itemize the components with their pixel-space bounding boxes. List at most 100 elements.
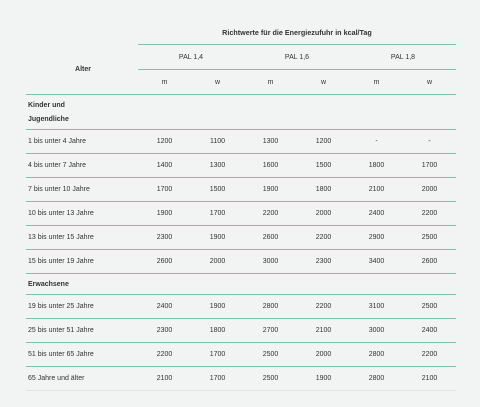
age-cell: 65 Jahre und älter bbox=[26, 366, 138, 391]
value-cell: 1900 bbox=[191, 294, 244, 319]
value-cell: 1800 bbox=[297, 177, 350, 202]
value-cell: 2900 bbox=[350, 225, 403, 250]
table-title: Richtwerte für die Energiezufuhr in kcal… bbox=[138, 20, 456, 45]
age-cell: 7 bis unter 10 Jahre bbox=[26, 177, 138, 202]
value-cell: 1700 bbox=[191, 201, 244, 226]
table-row: 19 bis unter 25 Jahre 2400 1900 2800 2200 310… bbox=[26, 294, 456, 319]
section-label-line: Jugendliche bbox=[28, 116, 69, 123]
value-cell: 1700 bbox=[403, 153, 456, 178]
age-header: Alter bbox=[26, 44, 138, 95]
section-row: Erwachsene bbox=[26, 273, 456, 295]
value-cell: 2500 bbox=[244, 342, 297, 367]
value-cell: 1500 bbox=[191, 177, 244, 202]
value-cell: 2000 bbox=[403, 177, 456, 202]
value-cell: 2200 bbox=[297, 294, 350, 319]
sex-header: m bbox=[244, 69, 297, 95]
age-cell: 1 bis unter 4 Jahre bbox=[26, 129, 138, 154]
value-cell: 1700 bbox=[138, 177, 191, 202]
value-cell: 2100 bbox=[350, 177, 403, 202]
section-label: Kinder und Jugendliche bbox=[26, 94, 138, 130]
value-cell: 1500 bbox=[297, 153, 350, 178]
value-cell: 1900 bbox=[191, 225, 244, 250]
value-cell: 2800 bbox=[350, 366, 403, 391]
value-cell: 1900 bbox=[297, 366, 350, 391]
section-row: Kinder und Jugendliche bbox=[26, 94, 456, 130]
value-cell: 2100 bbox=[297, 318, 350, 343]
value-cell: 2300 bbox=[297, 249, 350, 274]
pal-header-1: PAL 1,4 bbox=[138, 44, 244, 70]
value-cell: 2200 bbox=[403, 201, 456, 226]
value-cell: 3000 bbox=[350, 318, 403, 343]
value-cell: 2700 bbox=[244, 318, 297, 343]
energy-table: Richtwerte für die Energiezufuhr in kcal… bbox=[26, 20, 456, 391]
value-cell: 1100 bbox=[191, 129, 244, 154]
value-cell: 1400 bbox=[138, 153, 191, 178]
value-cell: 2200 bbox=[297, 225, 350, 250]
value-cell: 1800 bbox=[350, 153, 403, 178]
value-cell: 1900 bbox=[138, 201, 191, 226]
table-row: 13 bis unter 15 Jahre 2300 1900 2600 2200 290… bbox=[26, 225, 456, 250]
table-body: Kinder und Jugendliche 1 bis unter 4 Jahre… bbox=[26, 94, 456, 391]
table-row: 65 Jahre und älter 2100 1700 2500 1900 2800 21… bbox=[26, 366, 456, 391]
value-cell: 2600 bbox=[138, 249, 191, 274]
value-cell: 1200 bbox=[138, 129, 191, 154]
table-row: 25 bis unter 51 Jahre 2300 1800 2700 2100 300… bbox=[26, 318, 456, 343]
value-cell: 1200 bbox=[297, 129, 350, 154]
value-cell: 2000 bbox=[297, 342, 350, 367]
value-cell: 2800 bbox=[350, 342, 403, 367]
value-cell: 2200 bbox=[138, 342, 191, 367]
value-cell: 3100 bbox=[350, 294, 403, 319]
value-cell: 1700 bbox=[191, 342, 244, 367]
value-cell: 2300 bbox=[138, 225, 191, 250]
table-row: 10 bis unter 13 Jahre 1900 1700 2200 2000 240… bbox=[26, 201, 456, 226]
sex-header: w bbox=[191, 69, 244, 95]
table-row: 1 bis unter 4 Jahre 1200 1100 1300 1200- - bbox=[26, 129, 456, 154]
age-cell: 51 bis unter 65 Jahre bbox=[26, 342, 138, 367]
section-label-line: Kinder und bbox=[28, 102, 65, 109]
age-cell: 15 bis unter 19 Jahre bbox=[26, 249, 138, 274]
value-cell: 2500 bbox=[244, 366, 297, 391]
sex-header: w bbox=[403, 69, 456, 95]
value-cell: 2100 bbox=[403, 366, 456, 391]
value-cell: 2200 bbox=[244, 201, 297, 226]
value-cell: 2400 bbox=[350, 201, 403, 226]
value-cell: 2600 bbox=[403, 249, 456, 274]
value-cell: 1700 bbox=[191, 366, 244, 391]
table-row: 4 bis unter 7 Jahre 1400 1300 1600 1500 1800 1… bbox=[26, 153, 456, 178]
value-cell: 3400 bbox=[350, 249, 403, 274]
value-cell: 2000 bbox=[297, 201, 350, 226]
value-cell: 3000 bbox=[244, 249, 297, 274]
value-cell: 1800 bbox=[191, 318, 244, 343]
sex-header: w bbox=[297, 69, 350, 95]
value-cell: 2000 bbox=[191, 249, 244, 274]
value-cell: 2500 bbox=[403, 294, 456, 319]
pal-header-2: PAL 1,6 bbox=[244, 44, 350, 70]
value-cell: - bbox=[403, 129, 456, 154]
sex-header: m bbox=[138, 69, 191, 95]
section-label: Erwachsene bbox=[26, 273, 138, 295]
value-cell: 2400 bbox=[403, 318, 456, 343]
value-cell: 1600 bbox=[244, 153, 297, 178]
table-row: 7 bis unter 10 Jahre 1700 1500 1900 1800 2100… bbox=[26, 177, 456, 202]
value-cell: 2300 bbox=[138, 318, 191, 343]
section-label-line: Erwachsene bbox=[28, 281, 69, 288]
value-cell: 2200 bbox=[403, 342, 456, 367]
age-cell: 10 bis unter 13 Jahre bbox=[26, 201, 138, 226]
age-cell: 4 bis unter 7 Jahre bbox=[26, 153, 138, 178]
value-cell: 2400 bbox=[138, 294, 191, 319]
table-row: 15 bis unter 19 Jahre 2600 2000 3000 2300 340… bbox=[26, 249, 456, 274]
table-row: 51 bis unter 65 Jahre 2200 1700 2500 2000 280… bbox=[26, 342, 456, 367]
value-cell: 1900 bbox=[244, 177, 297, 202]
age-cell: 19 bis unter 25 Jahre bbox=[26, 294, 138, 319]
value-cell: 1300 bbox=[191, 153, 244, 178]
value-cell: 2800 bbox=[244, 294, 297, 319]
value-cell: 2100 bbox=[138, 366, 191, 391]
age-cell: 13 bis unter 15 Jahre bbox=[26, 225, 138, 250]
value-cell: 1300 bbox=[244, 129, 297, 154]
value-cell: - bbox=[350, 129, 403, 154]
value-cell: 2600 bbox=[244, 225, 297, 250]
pal-header-3: PAL 1,8 bbox=[350, 44, 456, 70]
value-cell: 2500 bbox=[403, 225, 456, 250]
age-cell: 25 bis unter 51 Jahre bbox=[26, 318, 138, 343]
